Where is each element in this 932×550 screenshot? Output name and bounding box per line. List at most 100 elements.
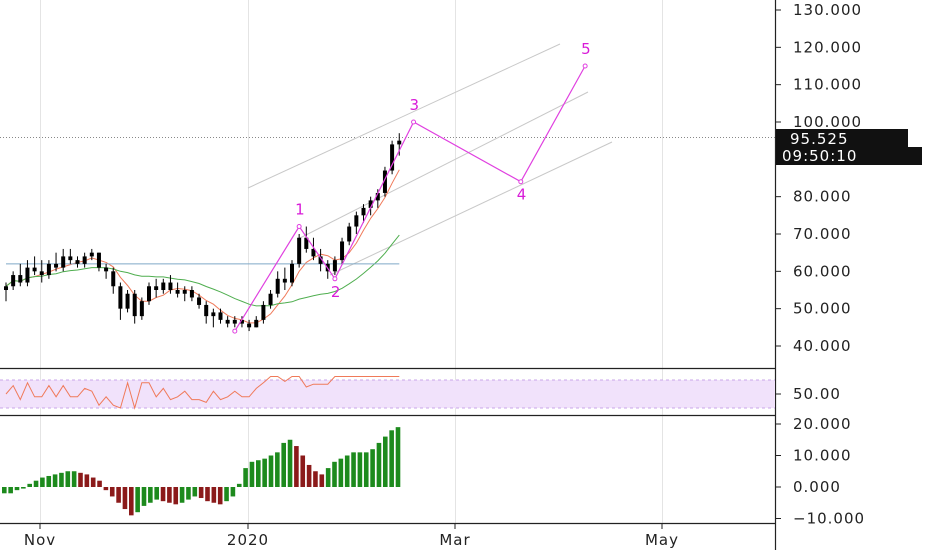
histogram-bar (14, 487, 20, 491)
panel-separators (0, 0, 777, 550)
candle-body (189, 290, 194, 298)
histogram-bar (141, 487, 147, 506)
candle-body (318, 256, 323, 264)
price-tick-label: 120.000 (793, 38, 862, 56)
histogram-bar (306, 464, 312, 487)
histogram-bar (40, 477, 45, 487)
histogram-bar (217, 487, 223, 505)
histogram-bar (363, 452, 369, 487)
histogram-bar (122, 487, 128, 510)
histogram-bar (65, 471, 71, 487)
candle-body (39, 271, 44, 276)
time-badge-text: 09:50:10 (782, 147, 857, 165)
histogram-bar (249, 461, 255, 487)
histogram-bar (262, 458, 267, 487)
axis-labels: 130.000120.000110.000100.00080.00070.000… (24, 1, 864, 549)
candle-body (104, 267, 109, 272)
histogram-bar (129, 487, 134, 516)
candle-body (75, 260, 80, 264)
price-tick-label: 50.000 (793, 300, 852, 318)
elliott-wave-label: 5 (581, 40, 591, 58)
candle-body (118, 286, 123, 309)
histogram-bar (8, 487, 13, 494)
candle-body (211, 312, 216, 317)
histogram-bar (370, 449, 375, 487)
histogram-bar (351, 452, 356, 487)
candle-body (68, 256, 73, 261)
hist-tick-label: 0.000 (793, 478, 841, 496)
histogram-panel (2, 427, 401, 516)
histogram-bar (103, 487, 109, 491)
elliott-wave-point (518, 179, 524, 185)
histogram-bar (2, 487, 7, 494)
histogram-bar (268, 455, 274, 487)
candle-body (304, 237, 309, 249)
histogram-bar (173, 487, 179, 505)
candle-body (232, 319, 237, 324)
candle-body (218, 312, 223, 320)
histogram-bar (313, 471, 318, 487)
price-panel: 1 2 3 4 5 (4, 40, 613, 334)
histogram-bar (275, 452, 280, 487)
x-tick-label: Nov (24, 531, 56, 549)
candle-body (18, 275, 23, 283)
histogram-bar (116, 487, 121, 503)
histogram-bar (300, 455, 306, 487)
candle-body (290, 263, 294, 283)
candle-body (347, 226, 352, 242)
histogram-bar (21, 487, 26, 489)
rsi-band (0, 380, 775, 408)
histogram-bar (179, 487, 185, 503)
histogram-bar (59, 472, 64, 487)
histogram-bar (294, 446, 299, 487)
candle-body (161, 282, 166, 290)
candle-body (96, 252, 101, 268)
histogram-bar (325, 468, 331, 487)
elliott-wave-label: 1 (295, 201, 305, 219)
candle-body (32, 267, 37, 272)
price-badge: 95.525 (776, 129, 908, 148)
histogram-bar (236, 483, 242, 487)
candle-body (125, 293, 130, 309)
histogram-bar (160, 487, 166, 502)
histogram-bar (230, 487, 236, 497)
histogram-bar (154, 487, 159, 500)
candle-body (46, 263, 51, 276)
histogram-bar (84, 474, 90, 487)
histogram-bar (52, 474, 58, 487)
elliott-wave-path (234, 65, 586, 332)
histogram-bar (167, 487, 172, 503)
histogram-bar (338, 458, 344, 487)
time-badge: 09:50:10 (776, 147, 922, 165)
histogram-bar (211, 487, 217, 503)
histogram-bar (376, 442, 382, 487)
candle-body (4, 286, 8, 290)
histogram-bar (198, 487, 204, 499)
price-tick-label: 100.000 (793, 113, 862, 131)
candle-body (382, 170, 387, 193)
histogram-bar (389, 430, 394, 487)
candle-body (361, 207, 366, 216)
candle-body (204, 304, 209, 317)
histogram-bar (148, 487, 153, 503)
ma-medium-line (5, 234, 400, 307)
rsi-panel (5, 376, 400, 410)
rsi-tick-label: 50.00 (793, 385, 841, 403)
histogram-bar (224, 487, 229, 502)
candle-body (297, 237, 302, 264)
price-tick-label: 40.000 (793, 337, 852, 355)
candle-body (89, 252, 94, 257)
histogram-bar (97, 480, 102, 487)
histogram-bar (135, 487, 140, 513)
candle-body (311, 248, 316, 257)
elliott-wave-point (296, 224, 302, 230)
elliott-wave-point (332, 276, 338, 282)
channel-line-3 (329, 141, 613, 276)
candle-body (82, 256, 87, 264)
candle-body (168, 282, 173, 290)
candle-body (254, 319, 259, 328)
histogram-bar (33, 480, 39, 487)
histogram-bar (357, 452, 363, 487)
candle-body (139, 301, 144, 317)
